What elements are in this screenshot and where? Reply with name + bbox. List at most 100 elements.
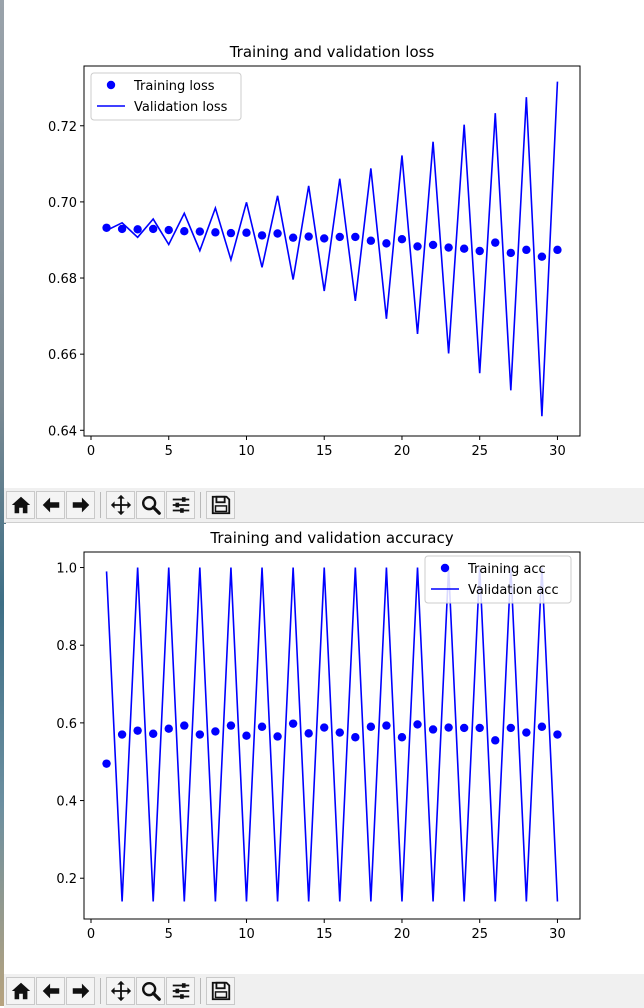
series-line xyxy=(107,82,558,417)
pan-button[interactable] xyxy=(106,491,135,519)
navigation-toolbar xyxy=(4,488,644,522)
data-point xyxy=(102,759,110,767)
pan-icon xyxy=(110,980,132,1002)
y-tick-label: 0.6 xyxy=(56,717,77,732)
x-tick-label: 10 xyxy=(238,927,255,942)
data-point xyxy=(102,224,110,232)
configure-subplots-button[interactable] xyxy=(166,977,195,1005)
data-point xyxy=(336,728,344,736)
toolbar-separator xyxy=(100,492,101,518)
x-tick-label: 30 xyxy=(549,927,566,942)
legend-label: Validation loss xyxy=(134,100,228,115)
data-point xyxy=(320,234,328,242)
y-tick-label: 0.2 xyxy=(56,872,77,887)
toolbar-separator xyxy=(200,492,201,518)
data-point xyxy=(351,733,359,741)
data-point xyxy=(165,725,173,733)
data-point xyxy=(289,719,297,727)
data-point xyxy=(491,238,499,246)
data-point xyxy=(382,721,390,729)
legend-dot-marker xyxy=(107,81,115,89)
data-point xyxy=(149,730,157,738)
x-tick-label: 0 xyxy=(87,444,95,459)
forward-arrow-icon xyxy=(70,980,92,1002)
save-button[interactable] xyxy=(206,977,235,1005)
series-line xyxy=(107,568,558,902)
loss-figure: Training and validation loss 0 5 10 15 20 25 30… xyxy=(4,0,644,488)
y-tick-label: 0.64 xyxy=(48,424,77,439)
data-point xyxy=(367,723,375,731)
data-point xyxy=(476,247,484,255)
save-icon xyxy=(210,980,232,1002)
data-point xyxy=(258,723,266,731)
data-point xyxy=(133,726,141,734)
data-point xyxy=(538,253,546,261)
legend-label: Training loss xyxy=(133,79,215,94)
navigation-toolbar xyxy=(4,974,644,1008)
back-arrow-button[interactable] xyxy=(36,491,65,519)
x-tick-label: 30 xyxy=(549,444,566,459)
data-point xyxy=(258,231,266,239)
data-point xyxy=(180,721,188,729)
data-point xyxy=(429,725,437,733)
x-tick-label: 15 xyxy=(316,444,333,459)
data-point xyxy=(304,232,312,240)
data-point xyxy=(476,724,484,732)
loss-figure-window: Training and validation loss 0 5 10 15 20 25 30… xyxy=(4,0,644,523)
data-point xyxy=(273,229,281,237)
x-tick-label: 0 xyxy=(87,927,95,942)
chart-title: Training and validation accuracy xyxy=(209,529,453,547)
data-point xyxy=(553,246,561,254)
data-point xyxy=(382,239,390,247)
data-point xyxy=(165,226,173,234)
back-arrow-icon xyxy=(40,494,62,516)
back-arrow-button[interactable] xyxy=(36,977,65,1005)
data-point xyxy=(413,242,421,250)
data-point xyxy=(242,731,250,739)
data-point xyxy=(133,225,141,233)
data-point xyxy=(211,727,219,735)
y-tick-label: 0.72 xyxy=(48,120,77,135)
x-tick-label: 25 xyxy=(471,444,488,459)
home-button[interactable] xyxy=(6,491,35,519)
y-tick-label: 0.8 xyxy=(56,639,77,654)
loss-chart: Training and validation loss0 5 10 15 20 25 30… xyxy=(4,0,644,488)
y-tick-label: 1.0 xyxy=(56,562,77,577)
x-tick-label: 10 xyxy=(238,444,255,459)
back-arrow-icon xyxy=(40,980,62,1002)
data-point xyxy=(507,249,515,257)
zoom-button[interactable] xyxy=(136,977,165,1005)
data-point xyxy=(180,227,188,235)
y-tick-label: 0.70 xyxy=(48,196,77,211)
legend-label: Validation acc xyxy=(468,583,559,598)
zoom-icon xyxy=(140,980,162,1002)
home-button[interactable] xyxy=(6,977,35,1005)
data-point xyxy=(227,721,235,729)
toolbar-separator xyxy=(100,978,101,1004)
forward-arrow-button[interactable] xyxy=(66,491,95,519)
accuracy-figure-window: Training and validation accuracy 0 5 10 15 20… xyxy=(4,524,644,1006)
data-point xyxy=(149,225,157,233)
configure-subplots-icon xyxy=(170,980,192,1002)
data-point xyxy=(304,729,312,737)
data-point xyxy=(320,723,328,731)
save-button[interactable] xyxy=(206,491,235,519)
legend-dot-marker xyxy=(441,564,449,572)
forward-arrow-button[interactable] xyxy=(66,977,95,1005)
data-point xyxy=(273,732,281,740)
data-point xyxy=(444,243,452,251)
zoom-button[interactable] xyxy=(136,491,165,519)
data-point xyxy=(553,730,561,738)
save-icon xyxy=(210,494,232,516)
data-point xyxy=(398,235,406,243)
x-tick-label: 5 xyxy=(165,927,173,942)
data-point xyxy=(460,724,468,732)
data-point xyxy=(289,233,297,241)
data-point xyxy=(522,246,530,254)
configure-subplots-button[interactable] xyxy=(166,491,195,519)
data-point xyxy=(196,227,204,235)
pan-button[interactable] xyxy=(106,977,135,1005)
data-point xyxy=(351,233,359,241)
x-tick-label: 5 xyxy=(165,444,173,459)
data-point xyxy=(211,228,219,236)
